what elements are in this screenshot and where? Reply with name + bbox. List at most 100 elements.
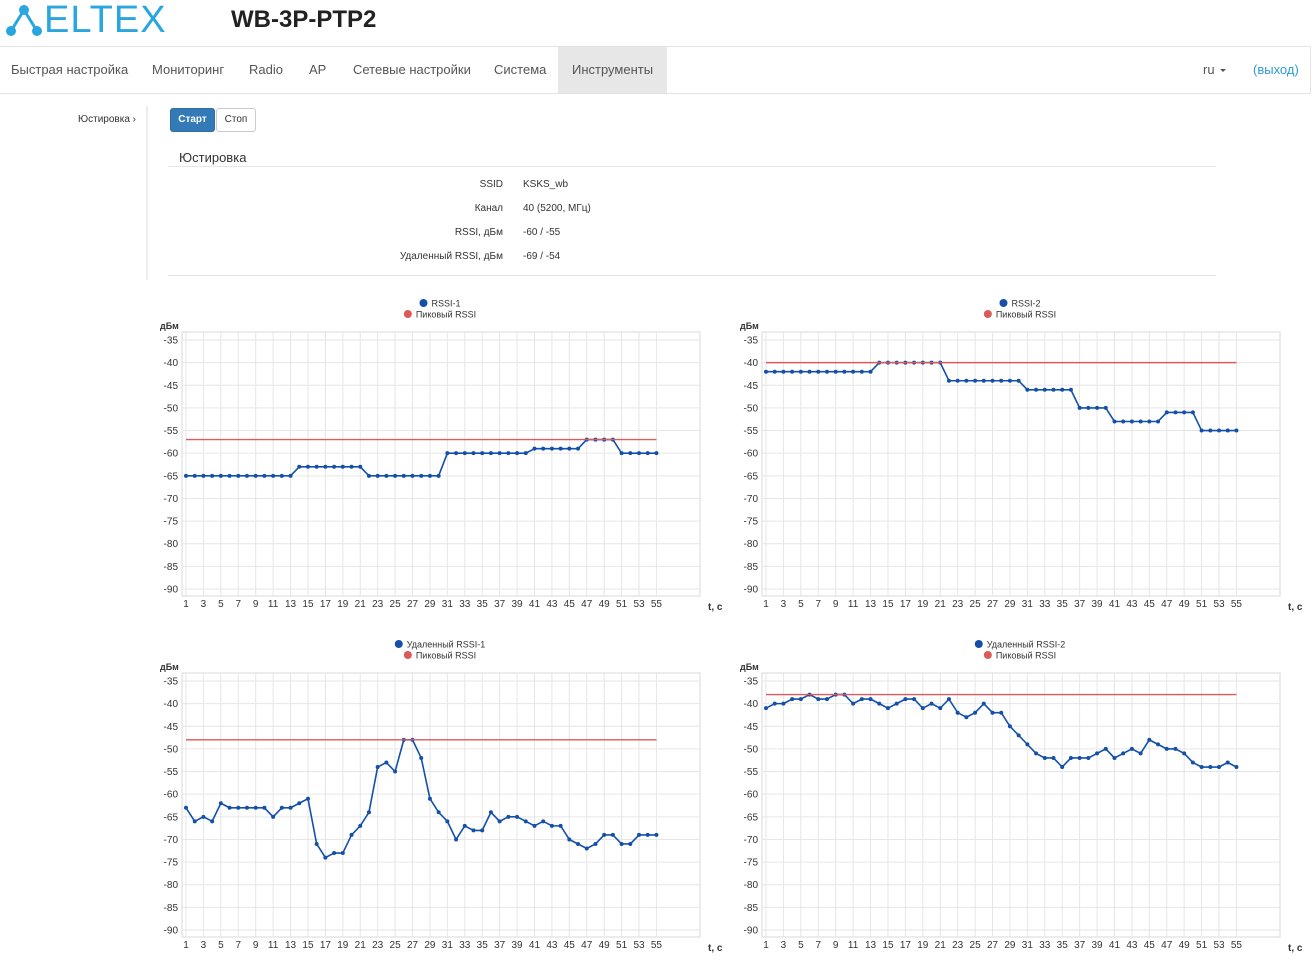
- data-point: [851, 369, 856, 374]
- x-tick-label: 43: [1126, 599, 1138, 610]
- data-point: [576, 446, 581, 451]
- data-point: [262, 473, 267, 478]
- legend-marker: [983, 651, 992, 659]
- nav-item[interactable]: Сетевые настройки: [353, 62, 471, 77]
- x-tick-label: 45: [564, 599, 576, 610]
- x-tick-label: 33: [459, 940, 471, 951]
- x-tick-label: 55: [651, 940, 663, 951]
- x-tick-label: 17: [900, 599, 912, 610]
- nav-item[interactable]: Быстрая настройка: [11, 62, 129, 77]
- x-tick-label: 49: [1179, 599, 1191, 610]
- y-tick-label: -60: [744, 449, 759, 460]
- data-point: [515, 451, 520, 456]
- data-point: [462, 823, 467, 828]
- nav-item[interactable]: Radio: [249, 62, 283, 77]
- data-point: [1182, 410, 1187, 415]
- x-tick-label: 13: [865, 599, 877, 610]
- data-point: [593, 841, 598, 846]
- divider: [168, 166, 1216, 167]
- x-tick-label: 9: [833, 599, 839, 610]
- x-tick-label: 5: [798, 940, 804, 951]
- x-tick-label: 1: [183, 599, 189, 610]
- data-point: [375, 473, 380, 478]
- data-point: [358, 823, 363, 828]
- data-point: [1138, 751, 1143, 756]
- y-tick-label: -55: [164, 426, 179, 437]
- x-tick-label: 13: [285, 940, 297, 951]
- data-point: [1225, 760, 1230, 765]
- data-point: [279, 473, 284, 478]
- data-point: [781, 701, 786, 706]
- data-point: [1156, 742, 1161, 747]
- data-point: [480, 451, 485, 456]
- data-point: [532, 823, 537, 828]
- data-point: [541, 819, 546, 824]
- x-tick-label: 55: [651, 599, 663, 610]
- language-menu[interactable]: ru: [1203, 62, 1215, 77]
- y-tick-label: -85: [164, 903, 179, 914]
- chart: -35-40-45-50-55-60-65-70-75-80-85-901 3 5 7…: [740, 299, 1303, 614]
- x-tick-label: 11: [848, 599, 859, 610]
- sidebar-link[interactable]: Юстировка ›: [78, 114, 136, 125]
- data-point: [314, 841, 319, 846]
- data-point: [541, 446, 546, 451]
- nav-item[interactable]: AP: [309, 62, 327, 77]
- data-point: [1051, 387, 1056, 392]
- data-point: [305, 796, 310, 801]
- y-tick-label: -75: [744, 517, 759, 528]
- y-tick-label: -50: [164, 403, 179, 414]
- data-point: [523, 819, 528, 824]
- y-tick-label: -40: [164, 358, 179, 369]
- x-tick-label: 29: [1004, 599, 1016, 610]
- data-point: [1016, 733, 1021, 738]
- x-tick-label: 43: [546, 940, 558, 951]
- data-point: [244, 805, 249, 810]
- data-point: [1173, 746, 1178, 751]
- data-point: [1016, 378, 1021, 383]
- x-tick-label: 27: [407, 599, 419, 610]
- x-axis-label: t, с: [708, 943, 723, 954]
- x-tick-label: 51: [1196, 599, 1208, 610]
- data-point: [842, 369, 847, 374]
- data-point: [859, 369, 864, 374]
- stop-button[interactable]: Стоп: [216, 108, 256, 132]
- data-point: [497, 819, 502, 824]
- x-tick-label: 33: [1039, 940, 1051, 951]
- data-point: [628, 451, 633, 456]
- data-point: [218, 801, 223, 806]
- legend-marker: [403, 651, 412, 659]
- legend-marker: [419, 299, 428, 307]
- x-tick-label: 47: [1161, 599, 1173, 610]
- data-point: [454, 837, 459, 842]
- x-tick-label: 25: [390, 940, 402, 951]
- nav-item[interactable]: Система: [494, 62, 547, 77]
- x-tick-label: 25: [970, 940, 982, 951]
- x-tick-label: 19: [917, 940, 929, 951]
- logout-link[interactable]: (выход): [1253, 62, 1299, 77]
- y-axis-label: дБм: [160, 321, 179, 331]
- data-point: [1051, 755, 1056, 760]
- data-point: [1060, 387, 1065, 392]
- data-point: [790, 369, 795, 374]
- legend-marker: [983, 310, 992, 318]
- data-point: [619, 451, 624, 456]
- x-tick-label: 13: [865, 940, 877, 951]
- x-tick-label: 53: [1213, 940, 1225, 951]
- x-tick-label: 49: [599, 599, 611, 610]
- data-point: [798, 697, 803, 702]
- nav-item[interactable]: Мониторинг: [152, 62, 225, 77]
- x-tick-label: 41: [529, 940, 541, 951]
- x-tick-label: 5: [218, 599, 224, 610]
- data-point: [1095, 751, 1100, 756]
- x-tick-label: 37: [1074, 940, 1086, 951]
- data-point: [271, 473, 276, 478]
- data-point: [393, 769, 398, 774]
- y-tick-label: -35: [744, 677, 759, 688]
- start-button[interactable]: Старт: [170, 108, 215, 132]
- x-tick-label: 25: [390, 599, 402, 610]
- nav-item-active[interactable]: Инструменты: [558, 47, 668, 93]
- data-point: [558, 446, 563, 451]
- data-point: [419, 473, 424, 478]
- data-point: [506, 451, 511, 456]
- data-point: [1034, 751, 1039, 756]
